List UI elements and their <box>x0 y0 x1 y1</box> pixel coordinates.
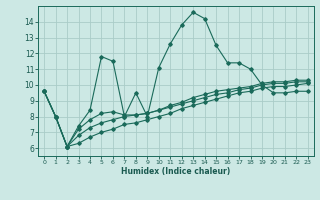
X-axis label: Humidex (Indice chaleur): Humidex (Indice chaleur) <box>121 167 231 176</box>
